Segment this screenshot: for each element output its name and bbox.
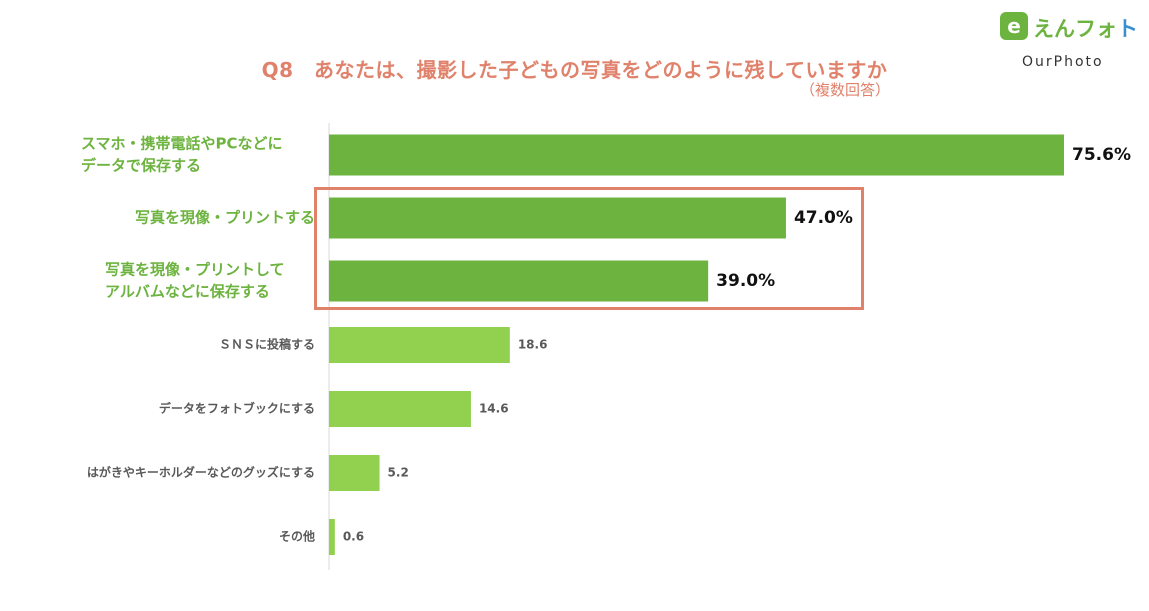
category-label-3-line-1: 写真を現像・プリントして bbox=[105, 261, 285, 279]
category-label-5-line-1: データをフォトブックにする bbox=[159, 401, 315, 416]
chart-title: Q8 あなたは、撮影した子どもの写真をどのように残していますか bbox=[261, 58, 888, 82]
value-label-4: 18.6 bbox=[518, 338, 548, 352]
value-label-5: 14.6 bbox=[479, 402, 509, 416]
category-label-2-line-1: 写真を現像・プリントする bbox=[135, 209, 315, 227]
logo-wordmark-accent: ト bbox=[1117, 17, 1138, 41]
chart-subtitle: （複数回答） bbox=[800, 81, 891, 99]
category-label-7-line-1: その他 bbox=[279, 529, 315, 544]
category-label-1-line-1: スマホ・携帯電話やPCなどに bbox=[81, 135, 283, 153]
enphoto-logo: e えんフォト OurPhoto bbox=[1000, 8, 1138, 78]
logo-wordmark: えんフォト bbox=[1033, 13, 1138, 43]
logo-e-icon: e bbox=[1000, 12, 1028, 40]
value-label-1: 75.6% bbox=[1072, 145, 1131, 165]
value-label-7: 0.6 bbox=[343, 530, 364, 544]
category-label-6-line-1: はがきやキーホルダーなどのグッズにする bbox=[87, 465, 315, 480]
value-label-3: 39.0% bbox=[716, 271, 775, 291]
logo-wordmark-main: えんフォ bbox=[1033, 17, 1117, 41]
bar-1 bbox=[329, 134, 1064, 176]
bar-4 bbox=[329, 327, 510, 363]
category-label-1-line-2: データで保存する bbox=[81, 157, 201, 175]
logo-subtext: OurPhoto bbox=[1022, 54, 1104, 70]
value-label-2: 47.0% bbox=[794, 208, 853, 228]
category-label-3-line-2: アルバムなどに保存する bbox=[105, 283, 270, 301]
bar-5 bbox=[329, 391, 471, 427]
bar-2 bbox=[329, 197, 786, 239]
bar-7 bbox=[329, 519, 335, 555]
value-label-6: 5.2 bbox=[388, 466, 409, 480]
category-label-4-line-1: ＳＮＳに投稿する bbox=[219, 337, 315, 352]
bar-6 bbox=[329, 455, 380, 491]
highlight-frame bbox=[314, 187, 864, 310]
bar-3 bbox=[329, 260, 709, 302]
